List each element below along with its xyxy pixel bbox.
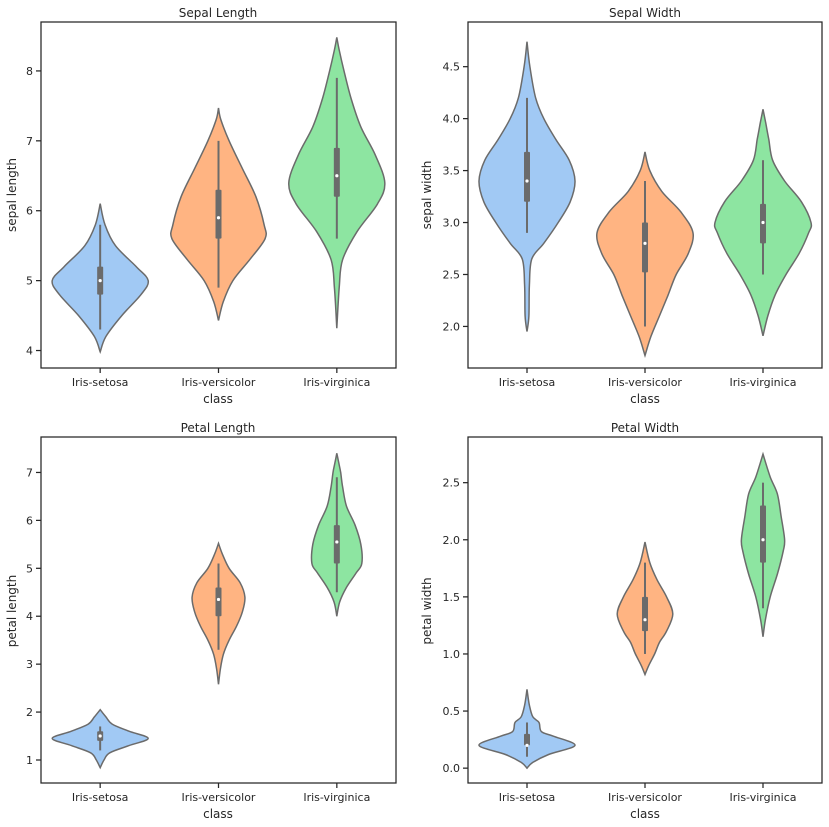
- panel-title: Sepal Length: [179, 6, 258, 20]
- x-tick-label: Iris-setosa: [499, 791, 556, 804]
- y-tick-label: 7: [26, 466, 33, 479]
- violin-iris-versicolor: [616, 541, 674, 677]
- x-axis-label: class: [630, 807, 660, 821]
- violin-iris-versicolor: [595, 151, 695, 358]
- x-tick-label: Iris-virginica: [303, 376, 370, 389]
- y-tick-label: 1.5: [443, 591, 461, 604]
- x-axis-label: class: [203, 392, 233, 406]
- panel-title: Sepal Width: [609, 6, 681, 20]
- y-axis-label: sepal width: [420, 161, 434, 230]
- median-point: [761, 220, 765, 225]
- median-point: [643, 618, 647, 622]
- y-axis-label: sepal length: [5, 158, 19, 232]
- iqr-box: [642, 222, 648, 273]
- iqr-box: [642, 596, 648, 632]
- median-point: [643, 241, 647, 245]
- panel-title: Petal Length: [181, 421, 256, 435]
- x-tick-label: Iris-virginica: [730, 376, 797, 389]
- y-tick-label: 1.0: [443, 648, 461, 661]
- x-tick-label: Iris-versicolor: [608, 791, 682, 804]
- violin-iris-setosa: [478, 689, 576, 770]
- violin-iris-virginica: [740, 451, 786, 637]
- violin-iris-setosa: [478, 41, 576, 332]
- y-tick-label: 5: [26, 562, 33, 575]
- median-point: [98, 734, 102, 738]
- iqr-box: [215, 587, 222, 617]
- violin-iris-setosa: [51, 203, 150, 355]
- y-tick-label: 0.5: [443, 705, 461, 718]
- iqr-box: [333, 147, 340, 197]
- y-tick-label: 2: [26, 706, 33, 719]
- violin-iris-virginica: [713, 109, 813, 336]
- x-axis-label: class: [203, 807, 233, 821]
- x-tick-label: Iris-setosa: [72, 791, 129, 804]
- x-tick-label: Iris-versicolor: [182, 791, 256, 804]
- median-point: [525, 179, 529, 183]
- median-point: [216, 597, 221, 602]
- median-point: [98, 279, 102, 283]
- panel-sepal-length: Sepal Length class sepal length 4 5 6 7 8 Iri…: [5, 6, 397, 406]
- y-tick-label: 4.5: [443, 61, 461, 74]
- y-tick-label: 8: [26, 65, 33, 78]
- y-tick-label: 6: [26, 514, 33, 527]
- y-tick-label: 7: [26, 135, 33, 148]
- y-tick-label: 2.5: [443, 268, 461, 281]
- y-tick-label: 4: [26, 345, 33, 358]
- violin-iris-virginica: [288, 37, 386, 329]
- y-axis-label: petal length: [5, 575, 19, 647]
- y-tick-label: 6: [26, 205, 33, 218]
- iqr-box: [215, 189, 222, 239]
- y-tick-label: 1: [26, 754, 33, 767]
- x-tick-label: Iris-setosa: [499, 376, 556, 389]
- y-tick-label: 2.0: [443, 320, 461, 333]
- median-point: [335, 540, 339, 544]
- iqr-box: [524, 733, 530, 746]
- median-point: [525, 743, 529, 747]
- y-tick-label: 3.0: [443, 217, 461, 230]
- y-tick-label: 0.0: [443, 762, 461, 775]
- violin-iris-setosa: [51, 708, 149, 770]
- y-tick-label: 2.0: [443, 534, 461, 547]
- iqr-box: [333, 525, 340, 564]
- violin-iris-versicolor: [170, 107, 267, 321]
- y-tick-label: 4: [26, 610, 33, 623]
- y-tick-label: 3.5: [443, 165, 461, 178]
- y-tick-label: 5: [26, 275, 33, 288]
- x-axis-label: class: [630, 392, 660, 406]
- iqr-box: [760, 505, 766, 563]
- y-tick-label: 3: [26, 658, 33, 671]
- x-tick-label: Iris-versicolor: [182, 376, 256, 389]
- y-tick-label: 4.0: [443, 113, 461, 126]
- panel-title: Petal Width: [611, 421, 679, 435]
- violin-iris-versicolor: [191, 541, 246, 685]
- iqr-box: [524, 151, 530, 202]
- median-point: [335, 174, 339, 178]
- y-tick-label: 2.5: [443, 477, 461, 490]
- panel-petal-length: Petal Length class petal length 1 2 3 4 5 6 7 I…: [5, 421, 397, 821]
- y-axis-label: petal width: [420, 577, 434, 644]
- violin-iris-virginica: [310, 453, 363, 617]
- x-tick-label: Iris-virginica: [730, 791, 797, 804]
- median-point: [761, 538, 765, 542]
- panel-sepal-width: Sepal Width class sepal width 2.0 2.5 3.0 3…: [420, 6, 823, 406]
- x-tick-label: Iris-versicolor: [608, 376, 682, 389]
- median-point: [216, 216, 221, 220]
- panel-petal-width: Petal Width class petal width 0.0 0.5 1.0 1…: [420, 421, 823, 821]
- x-tick-label: Iris-setosa: [72, 376, 129, 389]
- x-tick-label: Iris-virginica: [303, 791, 370, 804]
